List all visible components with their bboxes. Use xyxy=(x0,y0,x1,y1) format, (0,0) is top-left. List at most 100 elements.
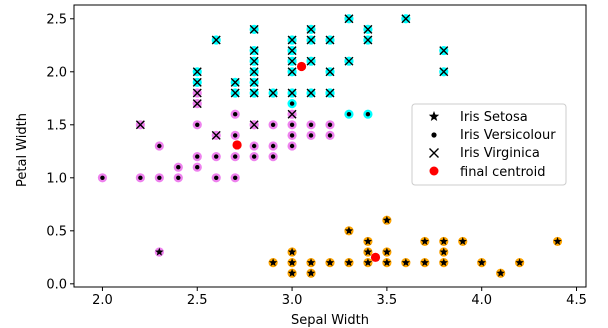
x-point xyxy=(439,45,449,56)
x-marker xyxy=(249,56,259,66)
star-point xyxy=(154,247,164,257)
star-marker xyxy=(268,258,278,267)
star-point xyxy=(287,268,297,278)
x-point xyxy=(211,35,221,45)
star-marker xyxy=(325,258,335,267)
star-point xyxy=(306,258,316,268)
x-marker xyxy=(230,88,240,98)
y-tick-label: 1.5 xyxy=(46,118,67,133)
star-point xyxy=(458,236,468,247)
legend-label-virginica: Iris Virginica xyxy=(460,146,540,161)
star-marker xyxy=(382,258,392,267)
star-marker xyxy=(287,258,297,267)
dot-marker xyxy=(232,111,238,117)
x-point xyxy=(192,67,202,77)
x-marker xyxy=(249,88,259,98)
star-point xyxy=(287,247,297,257)
star-marker xyxy=(401,258,411,267)
dot-point xyxy=(154,141,164,151)
x-point xyxy=(306,88,316,98)
x-point xyxy=(230,88,240,98)
star-point xyxy=(496,268,506,278)
star-point xyxy=(363,236,373,247)
dot-marker xyxy=(270,143,276,149)
x-point xyxy=(363,35,373,45)
x-point xyxy=(135,120,145,130)
x-point xyxy=(249,120,259,130)
x-marker xyxy=(325,88,335,98)
dot-marker xyxy=(308,133,314,138)
x-marker xyxy=(249,120,259,130)
x-point xyxy=(249,56,259,66)
x-point xyxy=(192,88,202,98)
x-marker xyxy=(325,67,335,77)
dot-marker xyxy=(232,154,238,159)
dot-marker xyxy=(289,101,295,106)
x-point xyxy=(287,67,297,77)
legend-label-versicolour: Iris Versicolour xyxy=(460,128,556,143)
x-point xyxy=(268,88,278,98)
dot-marker xyxy=(195,165,200,170)
x-point xyxy=(439,67,449,77)
x-point xyxy=(344,14,354,24)
x-marker xyxy=(211,35,221,45)
dot-marker xyxy=(289,143,295,149)
dot-marker xyxy=(214,154,219,159)
dot-marker xyxy=(138,175,143,181)
x-point xyxy=(249,77,259,87)
dot-point xyxy=(249,141,259,151)
dot-point xyxy=(192,120,202,130)
dot-marker xyxy=(157,143,162,149)
dot-point xyxy=(230,173,240,183)
x-point xyxy=(325,35,335,45)
star-marker xyxy=(382,215,392,224)
legend-item-centroid: final centroid xyxy=(429,165,546,180)
x-tick-label: 3.5 xyxy=(377,293,398,308)
y-tick-label: 1.0 xyxy=(46,171,67,186)
x-point xyxy=(344,56,354,66)
dot-point xyxy=(268,152,278,162)
dot-marker xyxy=(100,175,105,181)
dot-marker xyxy=(251,143,257,149)
x-marker xyxy=(344,14,354,24)
x-point xyxy=(287,88,297,98)
star-marker xyxy=(420,258,429,267)
dot-point xyxy=(97,173,108,183)
dot-point xyxy=(192,152,202,162)
star-marker xyxy=(344,226,354,235)
dot-point xyxy=(287,130,297,140)
x-marker xyxy=(401,14,411,24)
star-marker xyxy=(420,237,429,245)
x-marker xyxy=(192,67,202,77)
star-point xyxy=(401,258,411,268)
x-marker xyxy=(439,46,449,56)
dot-marker xyxy=(232,175,238,181)
x-marker xyxy=(230,77,240,87)
star-marker xyxy=(287,247,297,256)
dot-marker xyxy=(176,165,181,170)
circle-point xyxy=(232,140,242,150)
x-marker xyxy=(306,88,316,98)
x-point xyxy=(249,67,259,77)
centroid-marker xyxy=(370,252,381,262)
x-point xyxy=(306,56,316,66)
x-point xyxy=(306,24,316,34)
star-point xyxy=(439,258,449,268)
star-point xyxy=(477,258,487,268)
legend-box xyxy=(411,103,567,186)
legend: Iris Setosa Iris Versicolour Iris Virgin… xyxy=(411,103,567,186)
x-point xyxy=(306,35,316,45)
dot-marker xyxy=(327,122,333,127)
x-marker xyxy=(268,88,278,98)
star-marker xyxy=(439,258,448,267)
star-point xyxy=(439,247,449,257)
legend-label-centroid: final centroid xyxy=(460,165,546,180)
dot-point xyxy=(287,120,297,130)
x-marker xyxy=(287,35,297,45)
star-marker xyxy=(477,258,486,267)
x-marker xyxy=(287,67,297,77)
axes: 2.0 2.5 3.0 3.5 4.0 4.5 0.0 0.5 1.0 1.5 2.0 2.5 Se… xyxy=(15,4,587,328)
dot-point xyxy=(325,130,335,140)
x-marker xyxy=(192,99,202,109)
star-point xyxy=(363,258,373,268)
